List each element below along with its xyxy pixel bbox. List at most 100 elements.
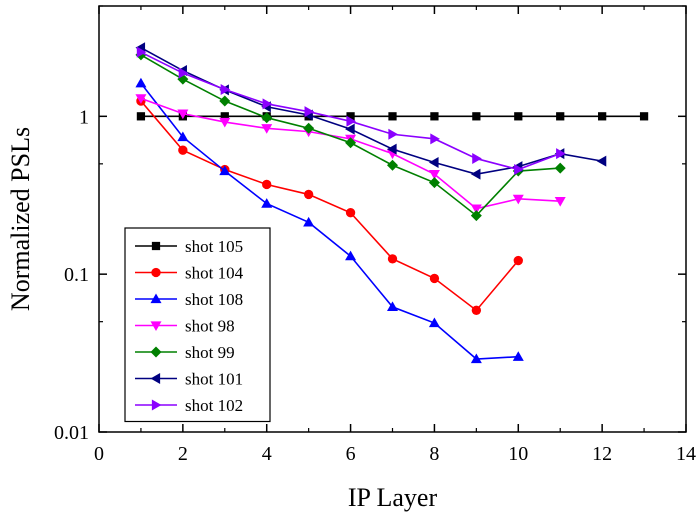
- data-point-shot-102: [220, 83, 231, 95]
- data-point-shot-102: [136, 46, 147, 58]
- data-point-shot-99: [387, 159, 398, 171]
- legend-item-shot-104: shot 104: [135, 264, 244, 283]
- x-tick-label: 10: [508, 443, 528, 465]
- legend-marker: [150, 346, 162, 358]
- legend-label: shot 99: [185, 343, 235, 362]
- data-point-shot-104: [303, 189, 314, 200]
- x-tick-label: 14: [676, 443, 696, 465]
- legend-marker: [151, 267, 161, 278]
- data-point-shot-108: [345, 250, 357, 261]
- legend-label: shot 108: [185, 290, 243, 309]
- data-point-shot-102: [346, 115, 357, 127]
- data-point-shot-98: [512, 194, 524, 205]
- data-point-shot-108: [135, 77, 147, 88]
- legend-marker: [151, 241, 161, 251]
- legend-label: shot 105: [185, 237, 243, 256]
- data-point-shot-105: [220, 112, 229, 121]
- data-point-shot-98: [554, 197, 566, 207]
- data-point-shot-108: [387, 301, 398, 312]
- series-line-shot-104: [140, 100, 519, 312]
- data-point-shot-98: [470, 204, 482, 215]
- series-line-shot-108: [140, 82, 519, 360]
- legend-marker: [150, 373, 161, 384]
- series-shot-102: [136, 46, 566, 176]
- axis-layer: 0 2 4 6 8 10 12 14 0.01 0.1 1: [54, 5, 696, 465]
- data-point-shot-108: [177, 131, 189, 142]
- legend-marker: [150, 293, 162, 304]
- legend-label: shot 101: [185, 370, 243, 389]
- legend-label: shot 98: [185, 317, 235, 336]
- data-point-shot-102: [514, 164, 524, 176]
- legend-item-shot-108: shot 108: [135, 290, 243, 309]
- x-tick-label: 12: [592, 443, 612, 465]
- data-point-shot-108: [512, 351, 524, 361]
- x-tick-label: 8: [429, 443, 439, 465]
- data-point-shot-108: [261, 198, 273, 208]
- data-point-shot-108: [428, 317, 440, 328]
- data-point-shot-108: [219, 165, 231, 176]
- data-point-shot-105: [472, 112, 481, 121]
- data-point-shot-105: [388, 112, 397, 121]
- data-point-shot-104: [178, 145, 188, 155]
- data-point-shot-104: [513, 255, 523, 266]
- data-point-shot-102: [388, 128, 398, 140]
- data-point-shot-102: [472, 153, 482, 165]
- series-layer: [135, 42, 649, 364]
- y-axis-label: Normalized PSLs: [6, 127, 35, 311]
- legend: shot 105 shot 104 shot 108 shot 98 shot 99 sh…: [124, 227, 271, 423]
- data-point-shot-102: [556, 148, 566, 160]
- y-tick-label: 0.01: [54, 422, 89, 444]
- legend-label: shot 102: [185, 396, 243, 415]
- legend-item-shot-98: shot 98: [135, 317, 235, 336]
- data-point-shot-101: [345, 123, 355, 135]
- data-point-shot-108: [303, 216, 315, 227]
- data-point-shot-102: [304, 106, 315, 118]
- x-tick-label: 2: [178, 443, 188, 465]
- data-point-shot-105: [430, 112, 439, 121]
- data-point-shot-102: [430, 133, 440, 145]
- x-tick-label: 6: [346, 443, 356, 465]
- data-point-shot-99: [303, 122, 315, 134]
- data-point-shot-99: [345, 137, 357, 149]
- x-axis-label: IP Layer: [348, 483, 438, 512]
- data-point-shot-99: [219, 95, 231, 107]
- data-point-shot-105: [136, 112, 146, 121]
- data-point-shot-101: [470, 168, 481, 180]
- data-point-shot-108: [470, 353, 482, 364]
- data-point-shot-99: [554, 162, 566, 174]
- data-point-shot-101: [428, 156, 439, 168]
- data-point-shot-105: [556, 112, 565, 121]
- data-point-shot-98: [219, 117, 231, 128]
- series-line-shot-101: [140, 47, 603, 175]
- data-point-shot-99: [470, 210, 482, 222]
- legend-item-shot-101: shot 101: [135, 370, 243, 389]
- series-shot-101: [135, 42, 607, 180]
- data-point-shot-104: [387, 254, 398, 264]
- data-point-shot-105: [514, 112, 523, 121]
- data-point-shot-104: [429, 273, 440, 284]
- y-tick-label: 1: [79, 106, 89, 128]
- legend-marker: [151, 399, 162, 411]
- x-tick-label: 4: [262, 443, 272, 465]
- legend-item-shot-102: shot 102: [135, 396, 243, 415]
- legend-marker: [150, 321, 162, 331]
- legend-item-shot-105: shot 105: [135, 237, 243, 256]
- data-point-shot-101: [387, 143, 397, 155]
- data-point-shot-98: [177, 109, 189, 120]
- data-point-shot-104: [471, 305, 482, 316]
- data-point-shot-105: [598, 112, 607, 121]
- data-point-shot-101: [596, 155, 607, 167]
- legend-label: shot 104: [185, 264, 244, 283]
- data-point-shot-99: [261, 112, 273, 124]
- legend-item-shot-99: shot 99: [135, 343, 235, 362]
- data-point-shot-98: [261, 124, 273, 134]
- data-point-shot-104: [262, 179, 272, 190]
- data-point-shot-104: [345, 208, 356, 218]
- x-tick-label: 0: [94, 443, 104, 465]
- data-point-shot-105: [346, 112, 355, 121]
- data-point-shot-98: [428, 170, 440, 180]
- data-point-shot-99: [428, 177, 440, 189]
- data-point-shot-98: [135, 94, 147, 104]
- y-tick-label: 0.1: [64, 264, 89, 286]
